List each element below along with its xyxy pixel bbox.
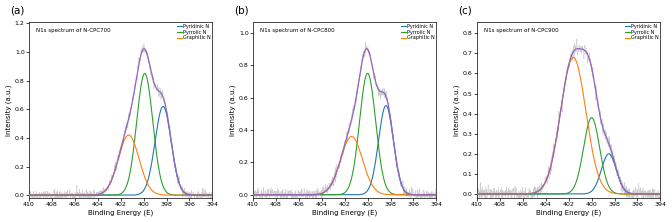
Text: N1s spectrum of N-CPC700: N1s spectrum of N-CPC700	[36, 28, 111, 33]
X-axis label: Binding Energy (E): Binding Energy (E)	[88, 210, 153, 216]
Text: (a): (a)	[11, 5, 25, 15]
Y-axis label: Intensity (a.u.): Intensity (a.u.)	[454, 84, 460, 136]
Text: (b): (b)	[235, 5, 249, 15]
Legend: Pyridinic N, Pyrrolic N, Graphitic N: Pyridinic N, Pyrrolic N, Graphitic N	[177, 23, 212, 41]
Y-axis label: Intensity (a.u.): Intensity (a.u.)	[5, 84, 12, 136]
Text: N1s spectrum of N-CPC900: N1s spectrum of N-CPC900	[485, 28, 559, 33]
Text: N1s spectrum of N-CPC800: N1s spectrum of N-CPC800	[260, 28, 335, 33]
Text: (c): (c)	[458, 5, 472, 15]
Legend: Pyridinic N, Pyrrolic N, Graphitic N: Pyridinic N, Pyrrolic N, Graphitic N	[401, 23, 435, 41]
X-axis label: Binding Energy (E): Binding Energy (E)	[536, 210, 601, 216]
Legend: Pyridinic N, Pyrrolic N, Graphitic N: Pyridinic N, Pyrrolic N, Graphitic N	[624, 23, 659, 41]
Y-axis label: Intensity (a.u.): Intensity (a.u.)	[230, 84, 236, 136]
X-axis label: Binding Energy (E): Binding Energy (E)	[312, 210, 377, 216]
